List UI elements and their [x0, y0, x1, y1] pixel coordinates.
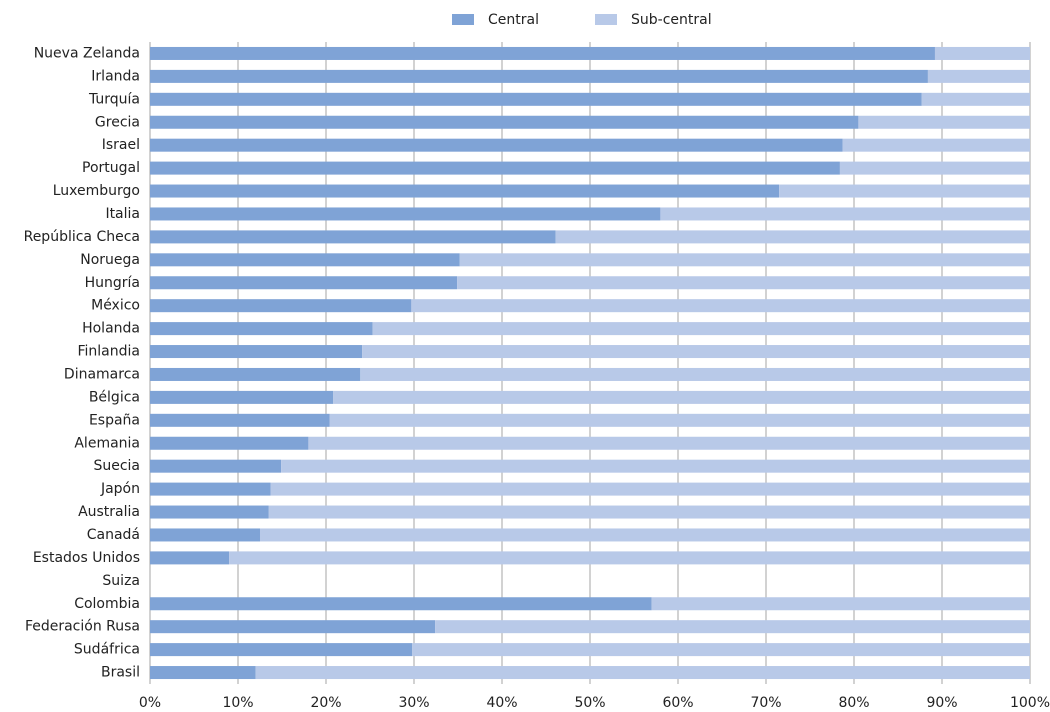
y-tick-label: Turquía: [88, 91, 140, 107]
bar-segment: [281, 459, 1030, 473]
legend-label: Central: [488, 12, 539, 28]
bar-segment: [150, 413, 330, 427]
y-tick-label: Irlanda: [91, 68, 140, 84]
y-tick-label: España: [89, 412, 140, 428]
bar-segment: [150, 207, 661, 221]
y-tick-label: Hungría: [85, 275, 140, 291]
bar-segment: [150, 551, 230, 565]
y-tick-label: Canadá: [87, 527, 140, 543]
y-tick-label: Luxemburgo: [53, 183, 140, 199]
x-tick-label: 80%: [838, 695, 869, 711]
x-tick-label: 50%: [574, 695, 605, 711]
bar-segment: [150, 643, 413, 657]
bar-segment: [150, 253, 460, 267]
bar-segment: [858, 115, 1030, 129]
bar-segment: [150, 666, 256, 680]
y-tick-label: Colombia: [74, 596, 140, 612]
bar-segment: [150, 367, 361, 381]
x-tick-label: 0%: [139, 695, 161, 711]
bar-segment: [360, 367, 1030, 381]
bar-segment: [150, 322, 373, 336]
x-tick-label: 30%: [398, 695, 429, 711]
bar-segment: [150, 161, 840, 175]
y-tick-label: Italia: [105, 206, 140, 222]
bar-segment: [268, 505, 1030, 519]
bar-segment: [921, 92, 1030, 106]
x-tick-label: 100%: [1010, 695, 1050, 711]
y-tick-label: Suiza: [102, 573, 140, 589]
bar-segment: [150, 597, 652, 611]
bar-segment: [150, 276, 458, 290]
legend-swatch: [452, 14, 474, 25]
legend-label: Sub-central: [631, 12, 712, 28]
bar-segment: [150, 390, 334, 404]
bar-segment: [457, 276, 1030, 290]
y-tick-label: Japón: [100, 481, 140, 497]
x-tick-label: 90%: [926, 695, 957, 711]
y-tick-label: Estados Unidos: [33, 550, 140, 566]
y-tick-label: Nueva Zelanda: [34, 45, 140, 61]
x-tick-label: 60%: [662, 695, 693, 711]
bar-segment: [150, 115, 859, 129]
bar-segment: [660, 207, 1030, 221]
bar-segment: [927, 69, 1030, 83]
bar-segment: [150, 620, 436, 634]
bar-segment: [779, 184, 1030, 198]
bar-segment: [255, 666, 1031, 680]
y-tick-label: Suecia: [93, 458, 140, 474]
y-tick-label: Finlandia: [78, 344, 141, 360]
y-tick-label: Israel: [102, 137, 140, 153]
y-tick-label: Federación Rusa: [25, 619, 140, 635]
bar-segment: [150, 138, 843, 152]
bar-segment: [308, 436, 1030, 450]
y-tick-label: Australia: [78, 504, 140, 520]
y-tick-label: Noruega: [80, 252, 140, 268]
bar-segment: [150, 184, 780, 198]
bar-segment: [150, 345, 363, 359]
bar-segment: [150, 482, 271, 496]
bar-segment: [150, 436, 309, 450]
y-tick-label: Alemania: [74, 435, 140, 451]
bar-segment: [150, 230, 556, 244]
bar-segment: [459, 253, 1030, 267]
y-tick-label: Sudáfrica: [74, 642, 140, 658]
y-tick-label: Portugal: [82, 160, 140, 176]
bar-segment: [150, 92, 922, 106]
bar-segment: [150, 46, 935, 60]
bar-segment: [270, 482, 1030, 496]
y-tick-label: Dinamarca: [64, 366, 140, 382]
y-tick-label: Bélgica: [89, 389, 140, 405]
y-tick-label: Holanda: [82, 321, 140, 337]
bar-segment: [435, 620, 1030, 634]
bar-segment: [333, 390, 1030, 404]
bar-segment: [411, 299, 1030, 313]
x-tick-label: 10%: [222, 695, 253, 711]
bar-segment: [329, 413, 1030, 427]
x-tick-label: 40%: [486, 695, 517, 711]
bar-segment: [934, 46, 1030, 60]
bar-segment: [555, 230, 1030, 244]
bar-segment: [842, 138, 1030, 152]
bar-segment: [150, 505, 269, 519]
y-tick-label: República Checa: [24, 229, 140, 245]
bar-segment: [651, 597, 1030, 611]
bar-segment: [372, 322, 1030, 336]
bar-segment: [229, 551, 1030, 565]
y-tick-label: Grecia: [95, 114, 140, 130]
bar-segment: [150, 299, 412, 313]
x-tick-label: 20%: [310, 695, 341, 711]
bar-segment: [150, 459, 282, 473]
bar-segment: [362, 345, 1031, 359]
bar-segment: [260, 528, 1030, 542]
bar-segment: [839, 161, 1030, 175]
legend-swatch: [595, 14, 617, 25]
bar-segment: [150, 69, 928, 83]
x-tick-label: 70%: [750, 695, 781, 711]
bar-segment: [150, 528, 260, 542]
y-tick-label: México: [91, 298, 140, 314]
bar-segment: [412, 643, 1030, 657]
y-tick-label: Brasil: [101, 665, 140, 681]
